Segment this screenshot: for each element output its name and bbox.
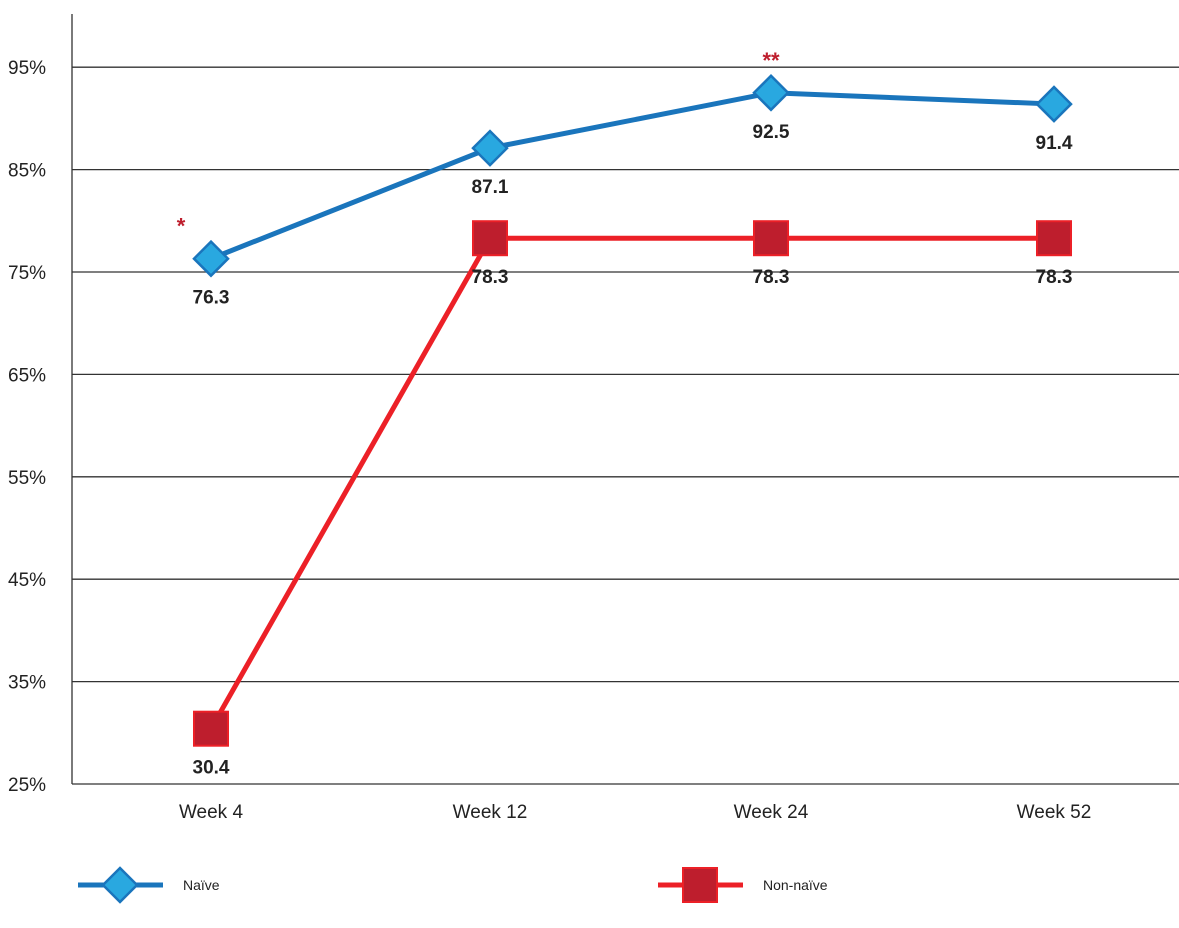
legend-label: Non-naïve	[763, 877, 828, 893]
data-point-non-naive	[753, 220, 789, 257]
y-axis: 25% 35% 45% 55% 65% 75% 85% 95%	[8, 14, 73, 796]
series-group	[192, 74, 1073, 747]
significance-marker: *	[177, 214, 186, 239]
data-label-non-naive: 78.3	[753, 267, 790, 288]
data-labels: 76.3 87.1 92.5 91.4 30.4 78.3 78.3 78.3	[193, 122, 1073, 779]
y-tick-label: 25%	[8, 775, 46, 796]
x-tick-label: Week 12	[453, 802, 528, 823]
data-label-non-naive: 30.4	[193, 758, 230, 779]
y-tick-label: 35%	[8, 673, 46, 694]
data-point-naive	[752, 74, 790, 112]
y-tick-label: 65%	[8, 365, 46, 386]
y-tick-label: 95%	[8, 58, 46, 79]
data-label-naive: 91.4	[1036, 133, 1073, 154]
legend-marker	[101, 866, 139, 904]
series-line-non-naive	[208, 235, 1054, 730]
data-point-naive	[192, 239, 230, 278]
annotations: ***	[177, 48, 780, 239]
data-label-naive: 76.3	[193, 288, 230, 309]
data-label-naive: 87.1	[472, 177, 509, 198]
grid-lines	[72, 66, 1179, 785]
x-tick-label: Week 24	[734, 802, 809, 823]
y-tick-label: 75%	[8, 263, 46, 284]
series-line-naive	[210, 90, 1055, 262]
y-tick-label: 85%	[8, 161, 46, 182]
data-point-non-naive	[1036, 220, 1072, 257]
data-label-non-naive: 78.3	[472, 267, 509, 288]
data-point-non-naive	[472, 220, 508, 257]
legend: Naïve Non-naïve	[78, 866, 828, 904]
x-tick-label: Week 4	[179, 802, 244, 823]
legend-item-non-naive: Non-naïve	[658, 867, 828, 903]
data-label-naive: 92.5	[753, 122, 790, 143]
x-axis: Week 4 Week 12 Week 24 Week 52	[179, 802, 1091, 823]
significance-marker: **	[762, 48, 780, 73]
data-point-non-naive	[193, 710, 229, 747]
y-tick-label: 55%	[8, 468, 46, 489]
data-point-naive	[471, 129, 509, 167]
data-label-non-naive: 78.3	[1036, 267, 1073, 288]
legend-marker	[682, 867, 718, 903]
y-tick-label: 45%	[8, 570, 46, 591]
x-tick-label: Week 52	[1017, 802, 1092, 823]
legend-label: Naïve	[183, 877, 220, 893]
legend-item-naive: Naïve	[78, 866, 220, 904]
data-point-naive	[1035, 85, 1073, 123]
